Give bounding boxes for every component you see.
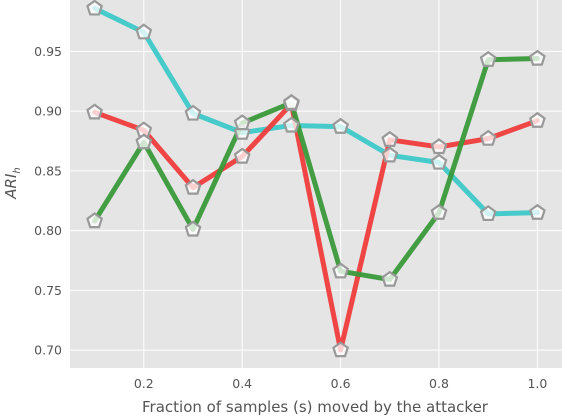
data-point-marker (381, 270, 399, 287)
data-point-marker (479, 129, 497, 146)
data-point-marker (528, 111, 546, 128)
data-point-marker (528, 203, 546, 220)
y-axis-title-main: ARI (2, 173, 20, 200)
x-tick-label: 1.0 (527, 376, 547, 391)
data-point-marker (381, 146, 399, 163)
series-markers (86, 0, 546, 358)
x-axis-title: Fraction of samples (s) moved by the att… (142, 398, 489, 416)
y-tick-labels: 0.70 0.75 0.80 0.85 0.90 0.95 (34, 44, 62, 358)
data-point-marker (282, 93, 300, 110)
data-point-marker (86, 0, 104, 16)
data-point-marker (282, 116, 300, 133)
data-point-marker (528, 49, 546, 66)
y-tick-label: 0.90 (34, 104, 62, 119)
data-point-marker (184, 220, 202, 237)
data-point-marker (135, 133, 153, 150)
series-line-1 (92, 5, 540, 217)
data-point-marker (332, 262, 350, 279)
data-point-marker (135, 23, 153, 40)
data-point-marker (184, 104, 202, 121)
x-tick-label: 0.8 (429, 376, 449, 391)
y-axis-title-subscript: h (12, 167, 23, 173)
grid-lines (70, 0, 562, 368)
y-tick-label: 0.75 (34, 283, 62, 298)
data-point-marker (430, 138, 448, 155)
data-point-marker (479, 50, 497, 67)
series-lines (92, 5, 540, 353)
data-point-marker (233, 114, 251, 131)
data-point-marker (86, 103, 104, 120)
data-point-marker (184, 178, 202, 195)
y-tick-label: 0.95 (34, 44, 62, 59)
data-point-marker (332, 117, 350, 134)
series-line-3 (92, 56, 540, 283)
data-point-marker (86, 212, 104, 229)
y-tick-label: 0.85 (34, 163, 62, 178)
y-tick-label: 0.70 (34, 343, 62, 358)
data-point-marker (381, 130, 399, 147)
data-point-marker (479, 205, 497, 222)
data-point-marker (233, 147, 251, 164)
x-tick-label: 0.6 (331, 376, 351, 391)
x-tick-labels: 0.2 0.4 0.6 0.8 1.0 (134, 376, 548, 391)
y-axis-title: ARIh (2, 167, 23, 199)
data-point-marker (332, 341, 350, 358)
data-point-marker (430, 203, 448, 220)
y-tick-label: 0.80 (34, 223, 62, 238)
x-tick-label: 0.4 (232, 376, 252, 391)
data-point-marker (430, 153, 448, 170)
x-tick-label: 0.2 (134, 376, 154, 391)
